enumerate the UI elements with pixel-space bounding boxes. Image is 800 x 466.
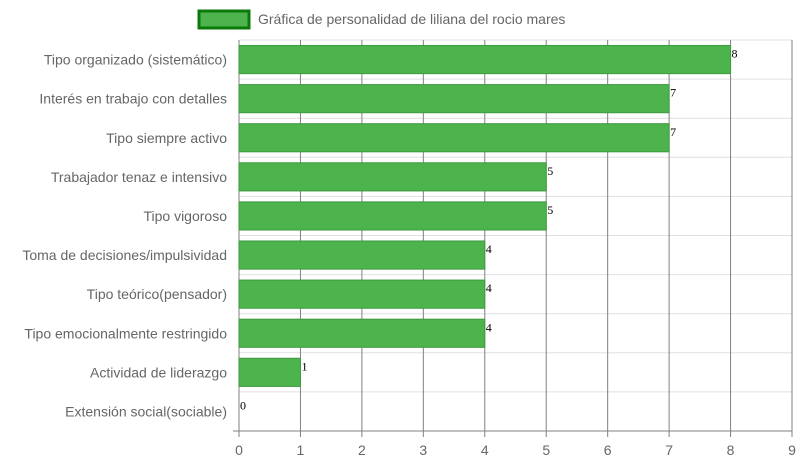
- legend-label[interactable]: Gráfica de personalidad de liliana del r…: [258, 11, 565, 27]
- bar[interactable]: [238, 318, 486, 348]
- value-label: 4: [486, 281, 492, 295]
- category-label: Toma de decisiones/impulsividad: [22, 247, 227, 263]
- category-label: Tipo organizado (sistemático): [44, 52, 227, 68]
- x-tick-label: 6: [604, 442, 612, 458]
- value-label: 4: [486, 242, 492, 256]
- bar[interactable]: [238, 84, 670, 114]
- bar[interactable]: [238, 44, 732, 75]
- value-label: 5: [547, 203, 553, 217]
- bar[interactable]: [238, 357, 301, 387]
- category-label: Actividad de liderazgo: [90, 364, 227, 380]
- bar[interactable]: [238, 123, 670, 153]
- value-label: 7: [670, 125, 676, 139]
- x-tick-label: 9: [788, 442, 796, 458]
- legend-swatch[interactable]: [197, 9, 251, 30]
- x-tick-label: 8: [727, 442, 735, 458]
- x-tick-label: 2: [358, 442, 366, 458]
- bar[interactable]: [238, 240, 486, 270]
- x-tick-label: 0: [235, 442, 243, 458]
- x-tick-label: 3: [419, 442, 427, 458]
- bars: [238, 44, 732, 387]
- value-label: 1: [301, 359, 307, 373]
- legend[interactable]: Gráfica de personalidad de liliana del r…: [197, 9, 565, 30]
- value-label: 4: [486, 320, 492, 334]
- category-label: Interés en trabajo con detalles: [39, 91, 227, 107]
- category-label: Trabajador tenaz e intensivo: [51, 169, 227, 185]
- bar[interactable]: [238, 201, 547, 231]
- category-label: Extensión social(sociable): [65, 403, 227, 419]
- category-labels: Tipo organizado (sistemático) Interés en …: [22, 52, 227, 420]
- x-tick-label: 1: [297, 442, 305, 458]
- bar[interactable]: [238, 162, 547, 192]
- value-label: 0: [240, 398, 246, 412]
- value-labels: 8 7 7 5 5 4 4 4 1 0: [240, 47, 738, 413]
- value-label: 7: [670, 86, 676, 100]
- x-tick-label: 4: [481, 442, 489, 458]
- x-tick-label: 7: [665, 442, 673, 458]
- category-label: Tipo emocionalmente restringido: [24, 325, 227, 341]
- bar[interactable]: [238, 279, 486, 309]
- x-tick-label: 5: [542, 442, 550, 458]
- x-tick-labels: 0 1 2 3 4 5 6 7 8 9: [235, 442, 796, 458]
- category-label: Tipo siempre activo: [106, 130, 227, 146]
- value-label: 8: [732, 47, 738, 61]
- category-label: Tipo vigoroso: [143, 208, 227, 224]
- value-label: 5: [547, 164, 553, 178]
- category-label: Tipo teórico(pensador): [87, 286, 227, 302]
